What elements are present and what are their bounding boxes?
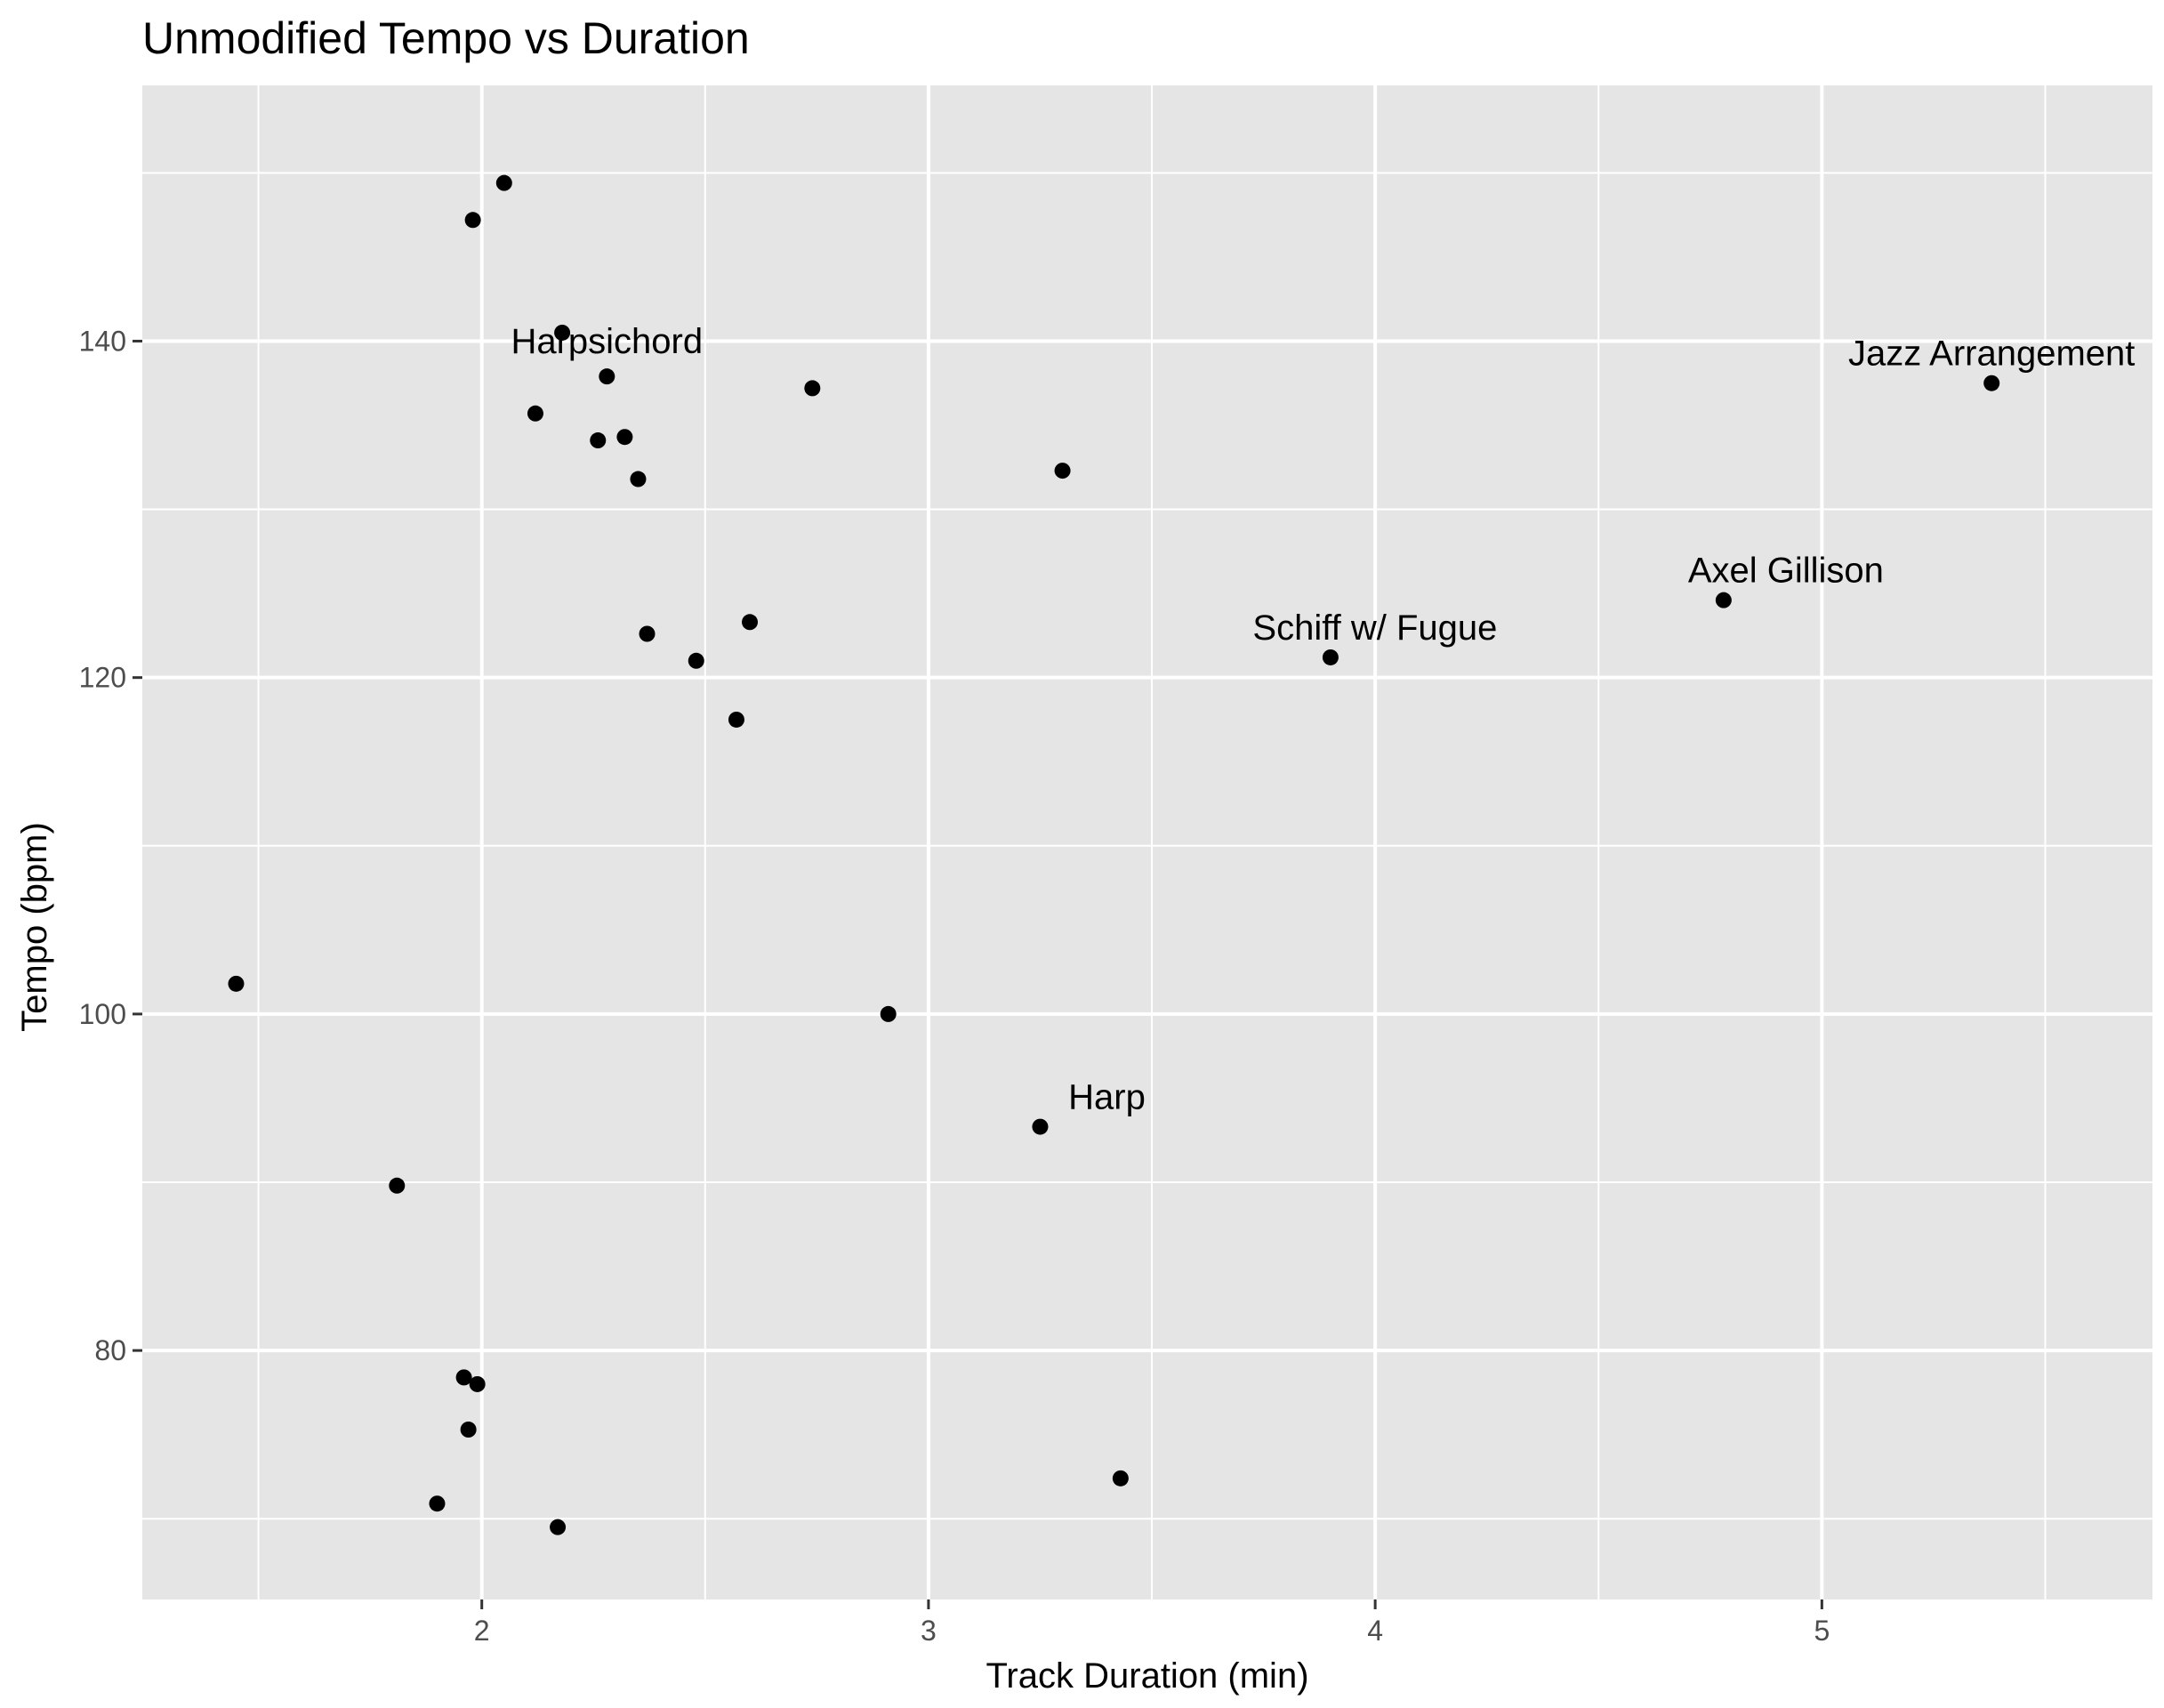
y-tick-label: 80: [94, 1334, 126, 1366]
point-label: Schiff w/ Fugue: [1252, 608, 1497, 648]
x-tick-label: 2: [474, 1615, 490, 1647]
data-point: [688, 652, 704, 669]
data-point: [804, 380, 821, 397]
data-point: [728, 711, 744, 728]
data-point: [1032, 1118, 1049, 1135]
x-axis-title: Track Duration (min): [985, 1656, 1308, 1696]
y-axis: 80 100 120 140: [79, 325, 142, 1366]
x-tick-label: 4: [1367, 1615, 1383, 1647]
x-tick-label: 3: [921, 1615, 937, 1647]
minor-gridlines: [142, 85, 2152, 1599]
data-point: [527, 405, 543, 422]
point-label: Axel Gillison: [1688, 552, 1884, 591]
data-point: [1715, 592, 1732, 608]
data-point: [429, 1495, 446, 1512]
point-label: Harpsichord: [511, 322, 703, 361]
panel-background: [142, 85, 2152, 1599]
data-point: [550, 1519, 567, 1535]
data-point: [1112, 1470, 1129, 1486]
data-point: [880, 1005, 897, 1022]
point-label: Jazz Arrangement: [1848, 334, 2135, 374]
point-labels: Harpsichord Harp Schiff w/ Fugue Axel Gilli…: [511, 322, 2135, 1116]
major-gridlines: [142, 85, 2152, 1599]
data-point: [554, 324, 571, 341]
data-points: [228, 174, 2000, 1535]
x-tick-label: 5: [1814, 1615, 1830, 1647]
data-point: [630, 471, 647, 487]
data-point: [1054, 463, 1071, 479]
data-point: [1322, 649, 1339, 665]
data-point: [464, 212, 481, 229]
data-point: [742, 614, 759, 631]
chart-title: Unmodified Tempo vs Duration: [142, 13, 750, 63]
data-point: [460, 1421, 477, 1438]
y-tick-label: 140: [79, 325, 126, 357]
data-point: [1983, 375, 2000, 391]
y-tick-label: 100: [79, 998, 126, 1030]
data-point: [599, 368, 615, 385]
y-axis-title: Tempo (bpm): [15, 822, 54, 1032]
data-point: [616, 429, 633, 446]
data-point: [469, 1375, 486, 1392]
data-point: [495, 174, 512, 191]
x-axis: 2 3 4 5: [474, 1599, 1830, 1647]
y-tick-label: 120: [79, 662, 126, 694]
point-label: Harp: [1068, 1078, 1146, 1117]
data-point: [590, 432, 607, 449]
data-point: [455, 1369, 472, 1386]
plot-panel: [142, 85, 2152, 1599]
data-point: [389, 1177, 406, 1194]
data-point: [228, 975, 245, 992]
data-point: [639, 625, 656, 642]
